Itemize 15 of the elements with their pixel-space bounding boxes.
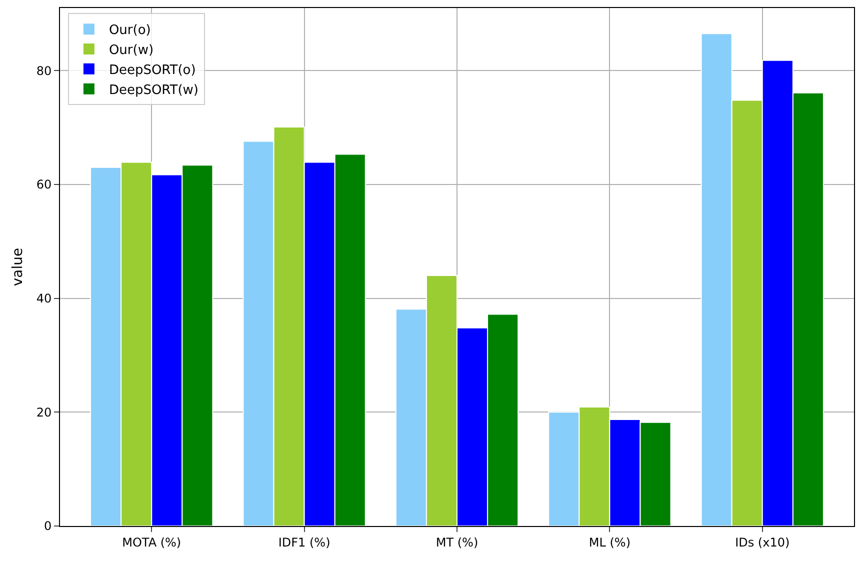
legend-label: DeepSORT(w) bbox=[108, 82, 198, 98]
x-tick-label: IDs (x10) bbox=[735, 535, 790, 550]
legend-label: DeepSORT(o) bbox=[108, 63, 196, 78]
x-tick-label: MT (%) bbox=[436, 535, 478, 550]
legend-label: Our(w) bbox=[108, 43, 154, 58]
x-tick-label: ML (%) bbox=[588, 535, 631, 550]
y-tick-label: 40 bbox=[36, 292, 52, 306]
y-tick-label: 80 bbox=[36, 64, 52, 78]
legend-label: Our(o) bbox=[108, 23, 151, 38]
x-tick-label: MOTA (%) bbox=[122, 535, 182, 550]
y-tick-label: 60 bbox=[36, 178, 52, 192]
x-tick-label: IDF1 (%) bbox=[278, 535, 330, 550]
y-tick-label: 0 bbox=[44, 519, 52, 534]
y-tick-label: 20 bbox=[36, 405, 52, 420]
y-axis-title: value bbox=[10, 248, 26, 286]
